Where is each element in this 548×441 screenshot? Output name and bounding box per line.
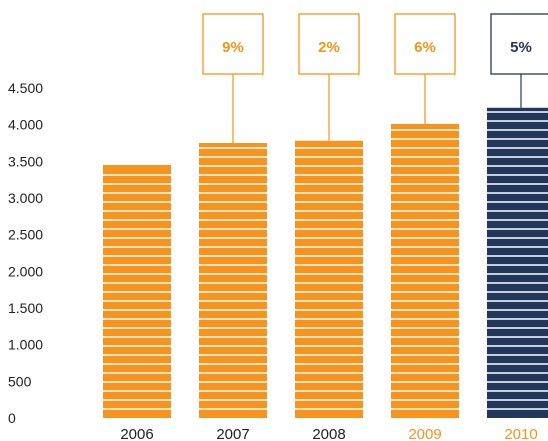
growth-callout: 5%: [490, 13, 548, 108]
y-tick-label: 4.000: [8, 117, 43, 133]
growth-label: 6%: [414, 39, 436, 56]
y-tick-label: 1.500: [8, 300, 43, 316]
growth-callout: 6%: [394, 13, 456, 124]
growth-label: 9%: [222, 39, 244, 56]
growth-callout: 2%: [298, 13, 360, 141]
y-tick-label: 4.500: [8, 80, 43, 96]
x-tick-label: 2009: [408, 426, 441, 441]
growth-label: 2%: [318, 39, 340, 56]
y-axis: 0 500 1.000 1.500 2.000 2.500 3.000 3.500 4.000 4…: [8, 80, 43, 426]
x-axis: 2006 2007 2008 2009 2010: [120, 426, 537, 441]
bar-fill: [295, 140, 363, 419]
x-tick-label: 2007: [216, 426, 249, 441]
bar-fill: [391, 123, 459, 418]
callout-box: [298, 13, 360, 75]
y-tick-label: 3.500: [8, 153, 43, 169]
x-tick-label: 2006: [120, 426, 153, 441]
growth-label: 5%: [510, 39, 532, 56]
growth-callouts: 9% 2% 6% 5%: [202, 13, 548, 143]
y-tick-label: 0: [8, 410, 16, 426]
growth-callout: 9%: [202, 13, 264, 143]
y-tick-label: 1.000: [8, 337, 43, 353]
x-tick-label: 2010: [504, 426, 537, 441]
bars: [103, 107, 548, 419]
bar: [295, 140, 363, 419]
bar: [391, 123, 459, 418]
x-tick-label: 2008: [312, 426, 345, 441]
y-tick-label: 3.000: [8, 190, 43, 206]
bar: [487, 107, 548, 419]
y-tick-label: 2.500: [8, 227, 43, 243]
y-tick-label: 500: [8, 373, 32, 389]
callout-box: [490, 13, 548, 75]
bar: [103, 165, 171, 418]
callout-box: [394, 13, 456, 75]
callout-box: [202, 13, 264, 75]
bar-fill: [199, 143, 267, 418]
bar: [199, 143, 267, 418]
bar-fill: [487, 107, 548, 419]
y-tick-label: 2.000: [8, 263, 43, 279]
